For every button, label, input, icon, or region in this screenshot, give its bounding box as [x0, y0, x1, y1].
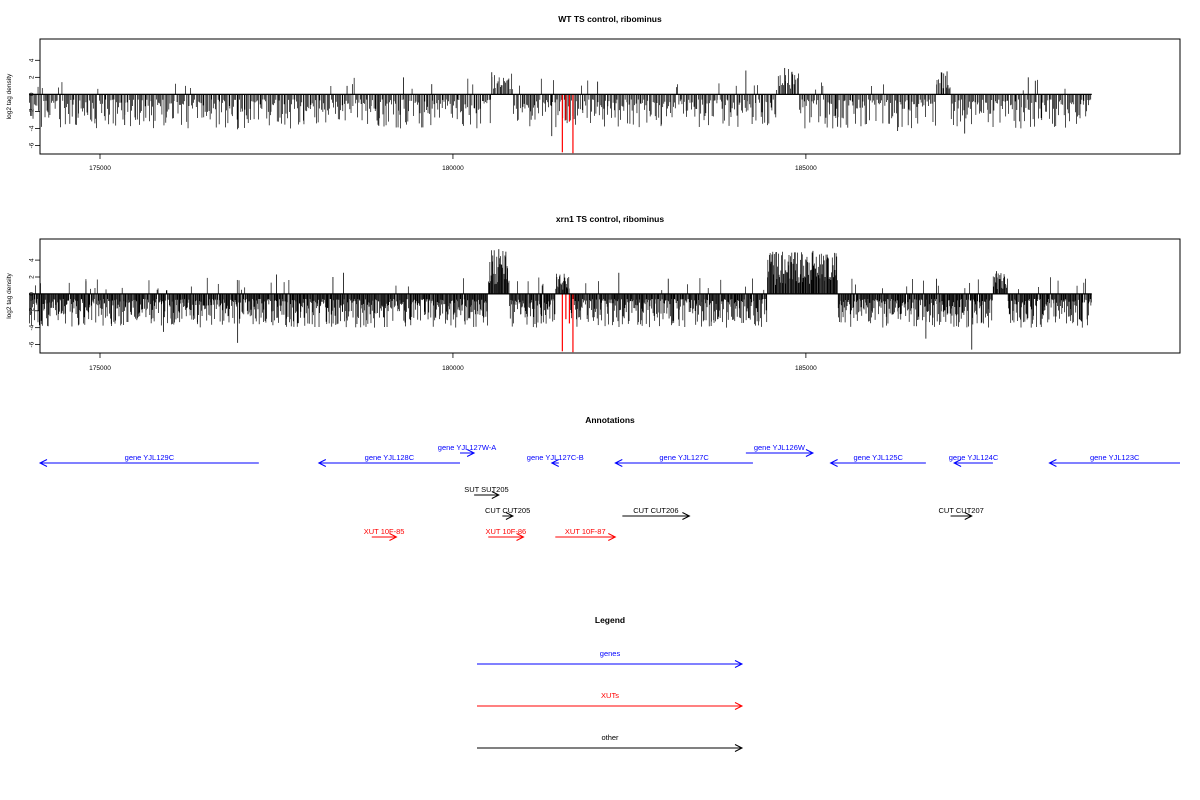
x-tick-label: 180000 [442, 365, 464, 372]
arrow-head [505, 512, 515, 520]
gene-arrow [38, 459, 259, 467]
feature-label: XUT 10F-87 [565, 527, 606, 536]
feature-label: CUT CUT207 [939, 506, 984, 515]
arrow-head [614, 459, 623, 467]
feature-label: SUT SUT205 [464, 485, 508, 494]
feature-label: gene YJL124C [949, 453, 999, 462]
other-arrow [622, 512, 691, 520]
feature-label: gene YJL127C [659, 453, 709, 462]
arrow-head [389, 533, 398, 541]
gene-arrow [460, 449, 476, 457]
arrow-head [952, 459, 962, 467]
gene-arrow [952, 459, 993, 467]
gene-arrow [829, 459, 926, 467]
other-arrow [950, 512, 973, 520]
arrow-head [1048, 459, 1057, 467]
feature-label: gene YJL126W [754, 443, 806, 452]
feature-label: XUT 10F-85 [364, 527, 405, 536]
legend-arrow-xuts [477, 702, 744, 710]
x-tick-label: 175000 [89, 165, 111, 172]
xut-arrow [488, 533, 525, 541]
feature-label: gene YJL127W-A [438, 443, 497, 452]
arrow-head [608, 533, 617, 541]
y-tick-label: -6 [29, 341, 36, 347]
arrow-head [964, 512, 973, 520]
arrow-head [317, 459, 327, 467]
signal-bars [29, 67, 1092, 154]
chart-title: xrn1 TS control, ribominus [556, 214, 664, 224]
y-tick-label: -2 [29, 108, 36, 114]
arrow-head [682, 512, 691, 520]
y-tick-label: 2 [29, 75, 36, 79]
feature-label: XUT 10F-86 [486, 527, 527, 536]
y-tick-label: 4 [29, 258, 36, 262]
x-tick-label: 175000 [89, 365, 111, 372]
gene-arrow [550, 459, 559, 467]
other-arrow [474, 491, 500, 499]
gene-arrow [614, 459, 753, 467]
y-tick-label: -2 [29, 308, 36, 314]
xrn1-coverage-panel: xrn1 TS control, ribominus420-2-4-6log2 … [6, 214, 1181, 372]
feature-label: gene YJL128C [365, 453, 415, 462]
arrow-head [734, 660, 744, 668]
arrow-head [491, 491, 500, 499]
arrow-head [516, 533, 525, 541]
gene-arrow [745, 449, 815, 457]
legend-label: XUTs [601, 691, 619, 700]
other-arrow [502, 512, 515, 520]
arrow-head [734, 744, 744, 752]
arrow-head [550, 459, 559, 467]
feature-label: CUT CUT206 [633, 506, 678, 515]
annotations-title: Annotations [585, 415, 635, 425]
y-tick-label: 2 [29, 275, 36, 279]
x-tick-label: 185000 [795, 365, 817, 372]
gene-arrow [1048, 459, 1180, 467]
x-tick-label: 180000 [442, 165, 464, 172]
y-axis-label: log2 tag density [6, 272, 13, 318]
y-tick-label: -4 [29, 324, 36, 330]
chart-title: WT TS control, ribominus [558, 14, 662, 24]
annotations-panel: Annotations gene YJL129C gene YJL128Cgene… [38, 415, 1180, 541]
feature-label: gene YJL123C [1090, 453, 1140, 462]
feature-label: gene YJL127C-B [527, 453, 584, 462]
x-tick-label: 185000 [795, 165, 817, 172]
arrow-head [805, 449, 815, 457]
legend-items: genes XUTs other [477, 649, 744, 752]
xut-arrow [371, 533, 398, 541]
legend-label: genes [600, 649, 621, 658]
legend-label: other [601, 733, 619, 742]
annotation-features: gene YJL129C gene YJL128C gene YJL127W-A ge… [38, 443, 1180, 541]
arrow-head [829, 459, 838, 467]
feature-label: gene YJL125C [853, 453, 903, 462]
y-tick-label: 4 [29, 58, 36, 62]
legend-arrow-other [477, 744, 744, 752]
legend-title: Legend [595, 615, 625, 625]
arrow-head [38, 459, 48, 467]
legend-panel: Legend genes XUTs other [477, 615, 744, 752]
legend-arrow-genes [477, 660, 744, 668]
y-axis-label: log2 tag density [6, 73, 13, 119]
xut-arrow [555, 533, 617, 541]
feature-label: gene YJL129C [125, 453, 175, 462]
signal-bars [29, 249, 1092, 353]
arrow-head [466, 449, 476, 457]
gene-arrow [317, 459, 460, 467]
feature-label: CUT CUT205 [485, 506, 530, 515]
arrow-head [734, 702, 744, 710]
y-tick-label: -4 [29, 125, 36, 131]
y-tick-label: -6 [29, 142, 36, 148]
